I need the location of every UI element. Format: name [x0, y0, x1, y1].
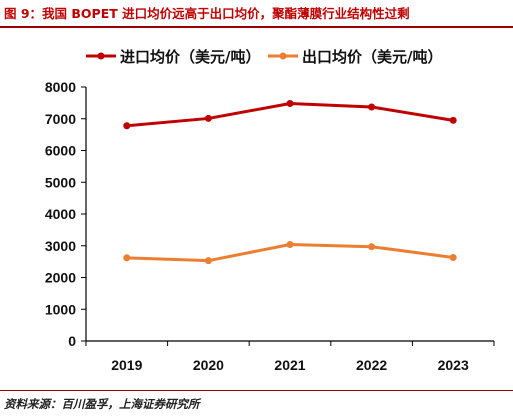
data-point-series-2: [368, 243, 376, 251]
y-tick-label: 1000: [45, 301, 76, 317]
data-point-series-1: [204, 114, 212, 122]
data-point-series-2: [204, 257, 212, 265]
chart-legend: 进口均价（美元/吨） 出口均价（美元/吨）: [86, 48, 442, 66]
x-tick-label: 2019: [111, 357, 142, 373]
x-tick-label: 2020: [193, 357, 224, 373]
source-divider: [0, 390, 513, 391]
x-tick-label: 2021: [274, 357, 305, 373]
figure-title: 图 9：我国 BOPET 进口均价远高于出口均价，聚酯薄膜行业结构性过剩: [4, 6, 410, 21]
y-tick-label: 6000: [45, 143, 76, 159]
y-tick-label: 0: [68, 333, 76, 349]
data-point-series-2: [449, 253, 457, 261]
title-divider: [0, 26, 513, 28]
x-tick-label: 2022: [356, 357, 387, 373]
source-note: 资料来源：百川盈孚，上海证券研究所: [4, 397, 200, 411]
y-tick-label: 8000: [45, 79, 76, 95]
data-point-series-1: [368, 103, 376, 111]
legend-label-1: 进口均价（美元/吨）: [120, 48, 260, 66]
data-point-series-1: [123, 122, 131, 130]
data-point-series-2: [123, 254, 131, 262]
y-tick-label: 2000: [45, 270, 76, 286]
chart-axes: 0 1000 2000 3000 4000 5000 6000 7000 8000 2019 202…: [45, 79, 495, 373]
y-tick-label: 7000: [45, 111, 76, 127]
data-point-series-1: [286, 100, 294, 108]
y-tick-label: 3000: [45, 238, 76, 254]
data-point-series-1: [449, 116, 457, 124]
legend-marker-2: [279, 52, 287, 60]
y-tick-label: 4000: [45, 206, 76, 222]
x-tick-label: 2023: [438, 357, 469, 373]
chart-series: [123, 100, 457, 265]
legend-label-2: 出口均价（美元/吨）: [302, 48, 442, 66]
y-tick-label: 5000: [45, 174, 76, 190]
data-point-series-2: [286, 240, 294, 248]
legend-marker-1: [97, 52, 105, 60]
